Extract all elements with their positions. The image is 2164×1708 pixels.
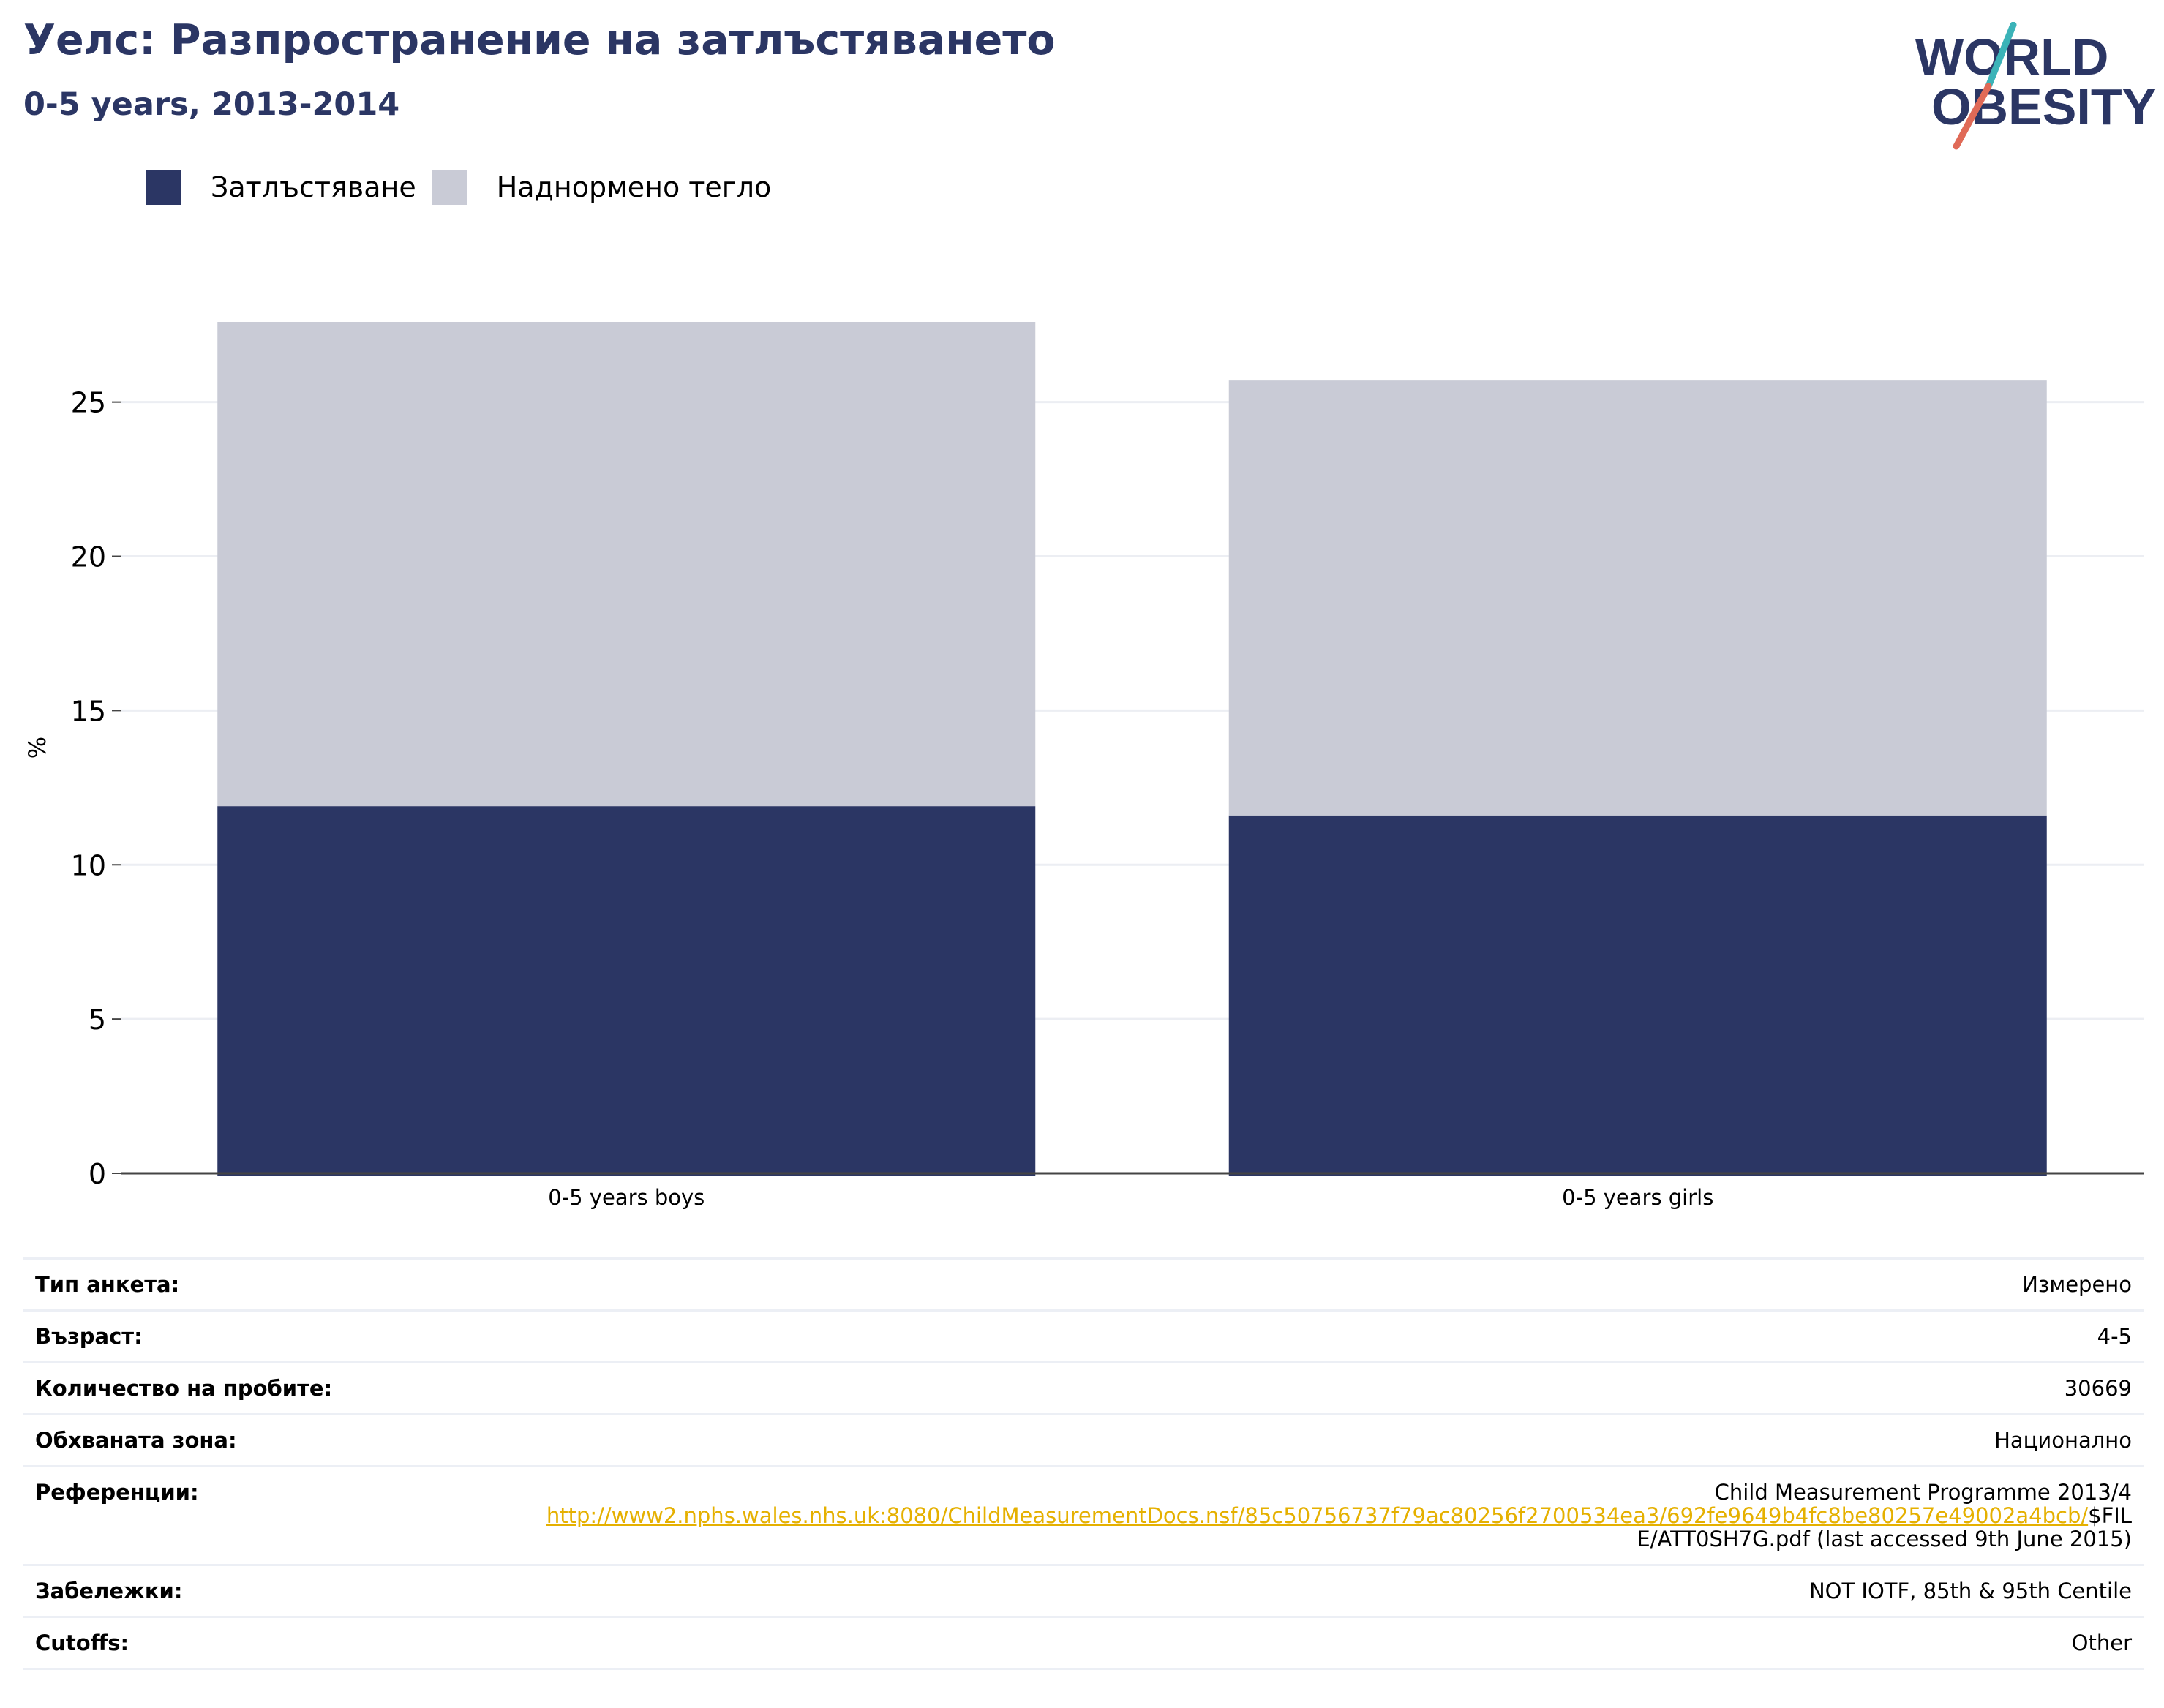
bar-overweight-1[interactable] (1228, 380, 2047, 816)
info-label: Обхваната зона: (35, 1428, 237, 1453)
legend-item-obesity[interactable]: Затлъстяване (146, 170, 416, 205)
info-value: Национално (1994, 1428, 2132, 1453)
legend-item-overweight[interactable]: Наднормено тегло (432, 170, 772, 205)
y-tick-label: 10 (71, 849, 106, 881)
info-label: Cutoffs: (35, 1630, 129, 1655)
logo-slash-teal (1985, 22, 2017, 90)
chart-legend: Затлъстяване Наднормено тегло (146, 168, 787, 206)
y-axis-label: % (23, 737, 51, 759)
x-tick-label: 0-5 years girls (1562, 1185, 1713, 1210)
bar-overweight-0[interactable] (217, 322, 1036, 807)
info-value-references: Child Measurement Programme 2013/4 http:… (537, 1481, 2132, 1551)
x-tick-label: 0-5 years boys (548, 1185, 705, 1210)
info-value: Other (2071, 1630, 2132, 1655)
chart-subtitle: 0-5 years, 2013-2014 (23, 86, 400, 123)
logo-text-world: WORLD (1915, 29, 2108, 86)
info-value: 4-5 (2097, 1324, 2132, 1349)
y-tick-label: 5 (89, 1004, 106, 1036)
info-label: Референции: (35, 1480, 199, 1505)
info-label: Възраст: (35, 1324, 143, 1349)
bar-obesity-0[interactable] (217, 806, 1036, 1176)
info-row-area-covered: Обхваната зона: Национално (23, 1413, 2144, 1465)
legend-swatch-obesity (146, 170, 181, 205)
info-label: Забележки: (35, 1579, 183, 1603)
info-value: Измерено (2022, 1272, 2132, 1297)
reference-link[interactable]: http://www2.nphs.wales.nhs.uk:8080/Child… (546, 1503, 2089, 1528)
info-row-age: Възраст: 4-5 (23, 1309, 2144, 1361)
info-row-references: Референции: Child Measurement Programme … (23, 1465, 2144, 1564)
legend-label-overweight: Наднормено тегло (496, 171, 772, 203)
info-label: Количество на пробите: (35, 1376, 333, 1401)
y-tick-label: 0 (89, 1158, 106, 1190)
info-row-survey-type: Тип анкета: Измерено (23, 1257, 2144, 1309)
y-tick-label: 20 (71, 541, 106, 573)
info-row-notes: Забележки: NOT IOTF, 85th & 95th Centile (23, 1564, 2144, 1616)
bar-obesity-1[interactable] (1228, 815, 2047, 1176)
survey-info-table: Тип анкета: Измерено Възраст: 4-5 Количе… (23, 1257, 2144, 1670)
reference-suffix: $FILE/ATT0SH7G.pdf (last accessed 9th Ju… (1637, 1503, 2132, 1551)
y-tick-label: 15 (71, 695, 106, 727)
info-value: NOT IOTF, 85th & 95th Centile (1808, 1579, 2132, 1603)
info-label: Тип анкета: (35, 1272, 180, 1297)
reference-text: Child Measurement Programme 2013/4 (1714, 1480, 2132, 1505)
info-value: 30669 (2064, 1376, 2132, 1401)
info-row-sample-size: Количество на пробите: 30669 (23, 1361, 2144, 1413)
legend-swatch-overweight (432, 170, 467, 205)
info-row-cutoffs: Cutoffs: Other (23, 1616, 2144, 1670)
y-tick-label: 25 (71, 387, 106, 419)
world-obesity-logo: WORLD OBESITY (1915, 22, 2156, 150)
legend-label-obesity: Затлъстяване (211, 171, 416, 203)
chart-title: Уелс: Разпространение на затлъстяването (23, 16, 1056, 64)
logo-slash-red (1953, 83, 1992, 150)
